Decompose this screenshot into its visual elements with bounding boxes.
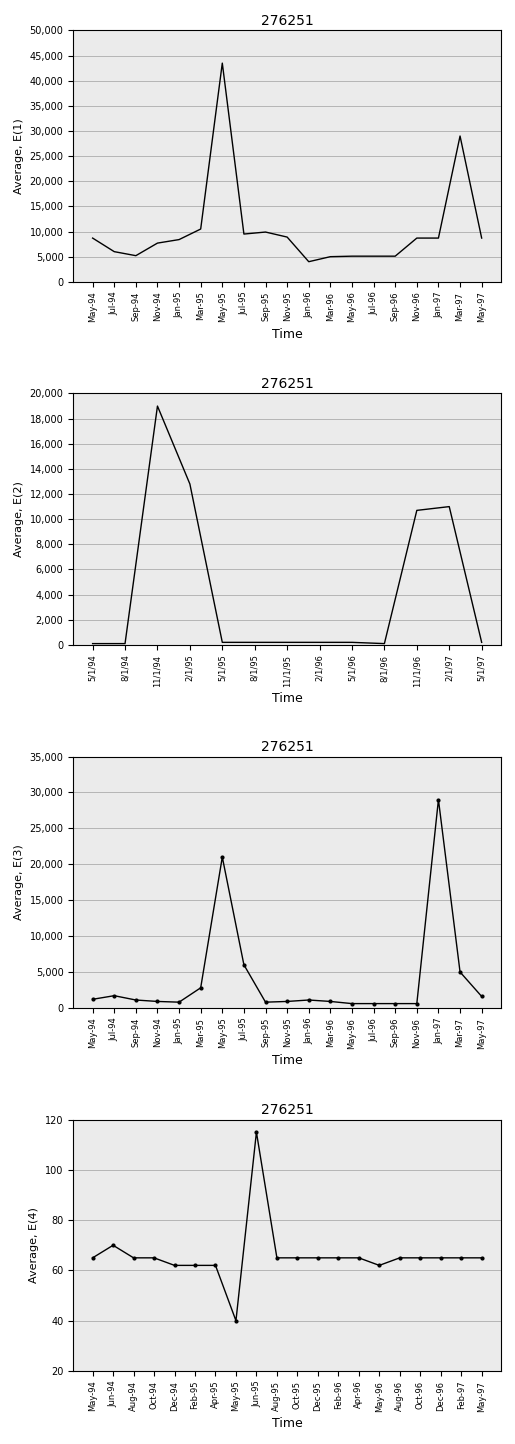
- X-axis label: Time: Time: [272, 1417, 302, 1430]
- Title: 276251: 276251: [261, 377, 314, 391]
- X-axis label: Time: Time: [272, 1054, 302, 1067]
- X-axis label: Time: Time: [272, 692, 302, 705]
- Title: 276251: 276251: [261, 739, 314, 754]
- Y-axis label: Average, E(3): Average, E(3): [14, 845, 24, 920]
- Y-axis label: Average, E(4): Average, E(4): [29, 1207, 39, 1284]
- Y-axis label: Average, E(2): Average, E(2): [14, 481, 24, 557]
- Title: 276251: 276251: [261, 1103, 314, 1118]
- X-axis label: Time: Time: [272, 328, 302, 341]
- Title: 276251: 276251: [261, 14, 314, 27]
- Y-axis label: Average, E(1): Average, E(1): [14, 118, 24, 193]
